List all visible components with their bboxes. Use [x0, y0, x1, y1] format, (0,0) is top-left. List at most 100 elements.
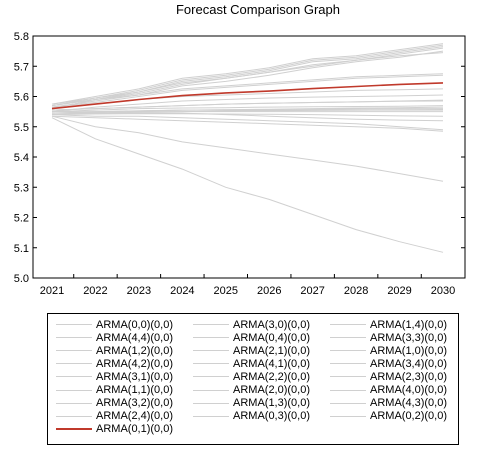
x-axis: 2021 2022 2023 2024 2025 2026 2027 2028 2029 2030: [40, 274, 455, 297]
x-tick-label: 2028: [344, 285, 368, 297]
series-line-15: [51, 113, 444, 117]
legend-label: ARMA(2,1)(0,0): [233, 344, 311, 357]
legend: ARMA(0,0)(0,0) ARMA(3,0)(0,0) ARMA(1,4)(0,…: [47, 313, 459, 445]
legend-label: ARMA(1,4)(0,0): [370, 318, 448, 331]
legend-item: ARMA(3,2)(0,0): [56, 397, 173, 410]
legend-swatch: [330, 350, 366, 352]
y-axis: 5.0 5.1 5.2 5.3 5.4 5.5 5.6 5.7 5.8: [14, 31, 465, 285]
series-line-11: [51, 43, 444, 105]
series-line-18: [51, 114, 444, 131]
legend-swatch: [330, 389, 366, 391]
legend-item: ARMA(4,0)(0,0): [330, 384, 447, 397]
series-line-24: [51, 82, 444, 110]
legend-swatch: [56, 324, 92, 325]
x-tick-label: 2029: [387, 285, 411, 297]
legend-swatch: [193, 415, 229, 417]
legend-swatch: [56, 363, 92, 365]
legend-swatch: [56, 389, 92, 391]
y-tick-label: 5.5: [14, 122, 29, 134]
legend-label: ARMA(4,2)(0,0): [96, 357, 174, 370]
legend-item: ARMA(1,1)(0,0): [56, 384, 173, 397]
series-line-10: [51, 73, 444, 108]
legend-label: ARMA(1,3)(0,0): [233, 397, 311, 410]
y-tick-label: 5.0: [14, 273, 29, 285]
series-line-19: [52, 112, 444, 122]
y-tick-label: 5.2: [14, 213, 29, 225]
legend-label: ARMA(3,3)(0,0): [370, 331, 448, 344]
chart-title: Forecast Comparison Graph: [176, 2, 340, 17]
legend-swatch: [330, 324, 366, 325]
legend-label: ARMA(2,4)(0,0): [96, 410, 174, 423]
legend-item: ARMA(2,4)(0,0): [56, 410, 173, 423]
legend-swatch: [56, 428, 92, 431]
legend-item: ARMA(3,4)(0,0): [330, 357, 447, 370]
y-tick-label: 5.6: [14, 92, 29, 104]
series-line-17: [51, 115, 444, 182]
series-line-23: [51, 100, 444, 111]
series-line-20: [51, 115, 444, 132]
legend-swatch: [56, 337, 92, 339]
legend-item: ARMA(1,0)(0,0): [330, 344, 447, 357]
legend-label: ARMA(0,2)(0,0): [370, 410, 448, 423]
legend-swatch: [193, 337, 229, 339]
legend-item: ARMA(2,3)(0,0): [330, 370, 447, 383]
legend-label: ARMA(3,4)(0,0): [370, 357, 448, 370]
legend-item: ARMA(0,2)(0,0): [330, 410, 447, 423]
legend-item: ARMA(0,0)(0,0): [56, 318, 173, 331]
y-tick-label: 5.8: [14, 31, 29, 43]
legend-swatch: [330, 415, 366, 417]
legend-item: ARMA(3,1)(0,0): [56, 370, 173, 383]
legend-swatch: [330, 337, 366, 339]
x-tick-label: 2026: [257, 285, 281, 297]
legend-label: ARMA(0,4)(0,0): [233, 331, 311, 344]
legend-label: ARMA(3,2)(0,0): [96, 397, 174, 410]
legend-label: ARMA(4,4)(0,0): [96, 331, 174, 344]
y-tick-label: 5.7: [14, 61, 29, 73]
legend-item: ARMA(4,1)(0,0): [193, 357, 310, 370]
x-tick-label: 2021: [40, 285, 64, 297]
x-tick-label: 2022: [83, 285, 107, 297]
series-line-22: [52, 109, 443, 113]
legend-label: ARMA(4,0)(0,0): [370, 384, 448, 396]
legend-swatch: [330, 363, 366, 365]
legend-item: ARMA(0,1)(0,0): [56, 423, 173, 436]
legend-item: ARMA(2,0)(0,0): [193, 384, 310, 397]
legend-swatch: [193, 363, 229, 365]
legend-label: ARMA(1,2)(0,0): [96, 344, 174, 357]
legend-swatch: [330, 402, 366, 404]
forecast-chart: Forecast Comparison Graph 5.05.15.25.35.…: [14, 2, 466, 297]
legend-swatch: [193, 350, 229, 352]
legend-swatch: [193, 402, 229, 404]
y-tick-label: 5.1: [14, 243, 29, 255]
legend-item: ARMA(0,4)(0,0): [193, 331, 310, 344]
legend-label: ARMA(0,3)(0,0): [233, 410, 311, 423]
x-tick-label: 2023: [127, 285, 151, 297]
legend-label: ARMA(4,3)(0,0): [370, 397, 448, 410]
series-line-6: [51, 94, 444, 113]
series-layer: [51, 43, 444, 253]
legend-item: ARMA(4,2)(0,0): [56, 357, 173, 370]
x-tick-label: 2025: [214, 285, 238, 297]
legend-swatch: [193, 324, 229, 325]
legend-label: ARMA(4,1)(0,0): [233, 357, 311, 370]
series-line-16: [51, 117, 444, 253]
legend-label: ARMA(2,0)(0,0): [233, 384, 311, 396]
y-tick-label: 5.3: [14, 182, 29, 194]
series-line-3: [51, 44, 444, 105]
legend-swatch: [56, 415, 92, 417]
legend-item: ARMA(0,3)(0,0): [193, 410, 310, 423]
legend-item: ARMA(2,1)(0,0): [193, 344, 310, 357]
legend-swatch: [330, 376, 366, 378]
legend-swatch: [193, 376, 229, 378]
x-tick-label: 2024: [170, 285, 194, 297]
legend-label: ARMA(2,2)(0,0): [233, 370, 311, 383]
legend-label: ARMA(2,3)(0,0): [370, 370, 448, 383]
y-tick-label: 5.4: [14, 152, 29, 164]
legend-swatch: [56, 376, 92, 378]
legend-swatch: [56, 350, 92, 352]
legend-item: ARMA(3,0)(0,0): [193, 318, 310, 331]
legend-label: ARMA(1,1)(0,0): [96, 384, 174, 396]
series-line-21: [52, 111, 443, 114]
legend-label: ARMA(3,1)(0,0): [96, 370, 174, 383]
legend-item: ARMA(2,2)(0,0): [193, 370, 310, 383]
